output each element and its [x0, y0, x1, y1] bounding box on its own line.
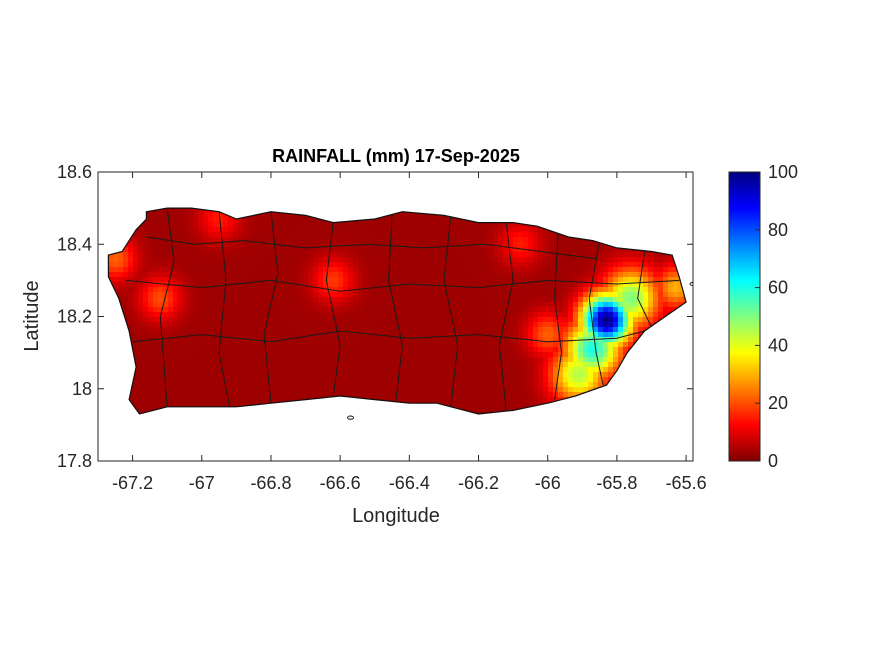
x-tick-label: -66.2: [458, 473, 499, 493]
x-axis-label: Longitude: [352, 505, 440, 527]
chart-title: RAINFALL (mm) 17-Sep-2025: [272, 146, 520, 166]
colorbar-tick-label: 100: [768, 162, 798, 182]
y-tick-label: 18.6: [57, 162, 92, 182]
colorbar-tick-label: 80: [768, 220, 788, 240]
x-tick-label: -66.8: [250, 473, 291, 493]
colorbar: [729, 172, 760, 461]
y-tick-label: 17.8: [57, 451, 92, 471]
x-tick-label: -67: [189, 473, 215, 493]
y-tick-label: 18.4: [57, 234, 92, 254]
colorbar-tick-label: 20: [768, 393, 788, 413]
x-tick-label: -66: [535, 473, 561, 493]
colorbar-tick-label: 60: [768, 278, 788, 298]
colorbar-axis: 0 20 40 60 80 100: [755, 162, 798, 471]
colorbar-tick-label: 40: [768, 335, 788, 355]
x-tick-label: -67.2: [112, 473, 153, 493]
colorbar-tick-label: 0: [768, 451, 778, 471]
y-axis-label: Latitude: [21, 280, 43, 351]
y-tick-label: 18.2: [57, 307, 92, 327]
y-tick-label: 18: [72, 379, 92, 399]
x-tick-label: -65.6: [666, 473, 707, 493]
islet: [693, 304, 699, 307]
x-tick-label: -65.8: [596, 473, 637, 493]
x-tick-label: -66.6: [320, 473, 361, 493]
x-tick-label: -66.4: [389, 473, 430, 493]
